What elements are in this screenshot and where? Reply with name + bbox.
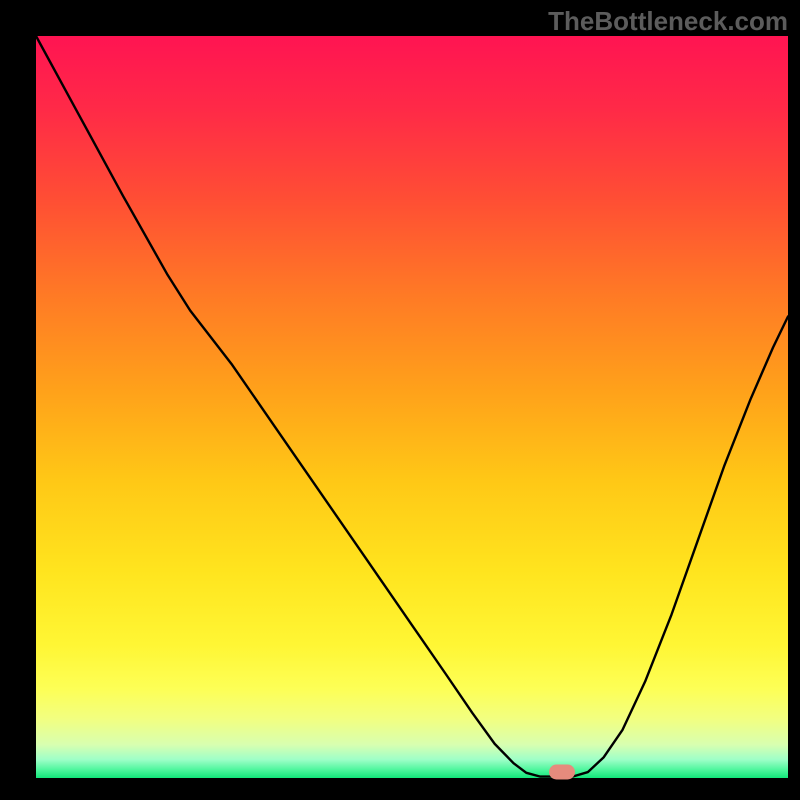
bottleneck-chart: TheBottleneck.com [0, 0, 800, 800]
watermark-text: TheBottleneck.com [548, 6, 788, 37]
bottleneck-curve [36, 36, 788, 778]
optimal-point-marker [549, 765, 575, 780]
plot-area [36, 36, 788, 778]
